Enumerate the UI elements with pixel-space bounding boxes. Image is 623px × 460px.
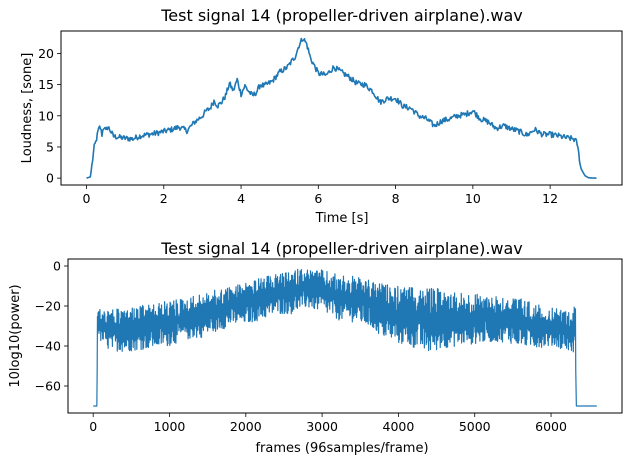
x-tick-label: 5000	[459, 419, 491, 434]
x-tick-label: 0	[83, 191, 91, 206]
chart-title: Test signal 14 (propeller-driven airplan…	[160, 6, 523, 25]
power-chart: Test signal 14 (propeller-driven airplan…	[8, 239, 623, 456]
x-tick-label: 6000	[535, 419, 567, 434]
data-line	[86, 37, 597, 179]
y-tick-label: 0	[46, 171, 54, 186]
x-tick-label: 3000	[306, 419, 338, 434]
x-tick-label: 4	[237, 191, 245, 206]
data-line	[92, 268, 598, 407]
series-line	[92, 268, 598, 407]
x-tick-label: 0	[89, 419, 97, 434]
y-tick-label: 0	[53, 259, 61, 274]
y-ticks: 0 −20 −40 −60	[35, 259, 68, 394]
series-line	[86, 37, 597, 179]
plot-frame	[60, 30, 623, 186]
y-tick-label: −40	[35, 339, 61, 354]
loudness-chart: Test signal 14 (propeller-driven airplan…	[20, 6, 623, 226]
x-tick-label: 2000	[230, 419, 262, 434]
y-tick-label: −60	[35, 379, 61, 394]
y-tick-label: −20	[35, 299, 61, 314]
y-tick-label: 5	[46, 139, 54, 154]
x-tick-label: 8	[392, 191, 400, 206]
x-tick-label: 4000	[383, 419, 415, 434]
y-tick-label: 10	[38, 108, 54, 123]
x-tick-label: 12	[542, 191, 558, 206]
chart-title: Test signal 14 (propeller-driven airplan…	[160, 239, 523, 258]
x-tick-label: 6	[314, 191, 322, 206]
y-tick-label: 15	[38, 77, 54, 92]
x-ticks: 0 2 4 6 8 10 12	[83, 185, 558, 206]
x-tick-label: 10	[465, 191, 481, 206]
x-ticks: 0 1000 2000 3000 4000 5000 6000	[89, 413, 567, 434]
x-axis-label: frames (96samples/frame)	[255, 441, 428, 456]
x-axis-label: Time [s]	[315, 211, 369, 226]
y-ticks: 0 5 10 15 20	[38, 46, 61, 186]
x-tick-label: 2	[160, 191, 168, 206]
plot-frame	[67, 258, 623, 414]
y-axis-label: Loudness, [sone]	[20, 53, 35, 164]
x-tick-label: 1000	[154, 419, 186, 434]
y-axis-label: 10log10(power)	[8, 284, 23, 387]
y-tick-label: 20	[38, 46, 54, 61]
